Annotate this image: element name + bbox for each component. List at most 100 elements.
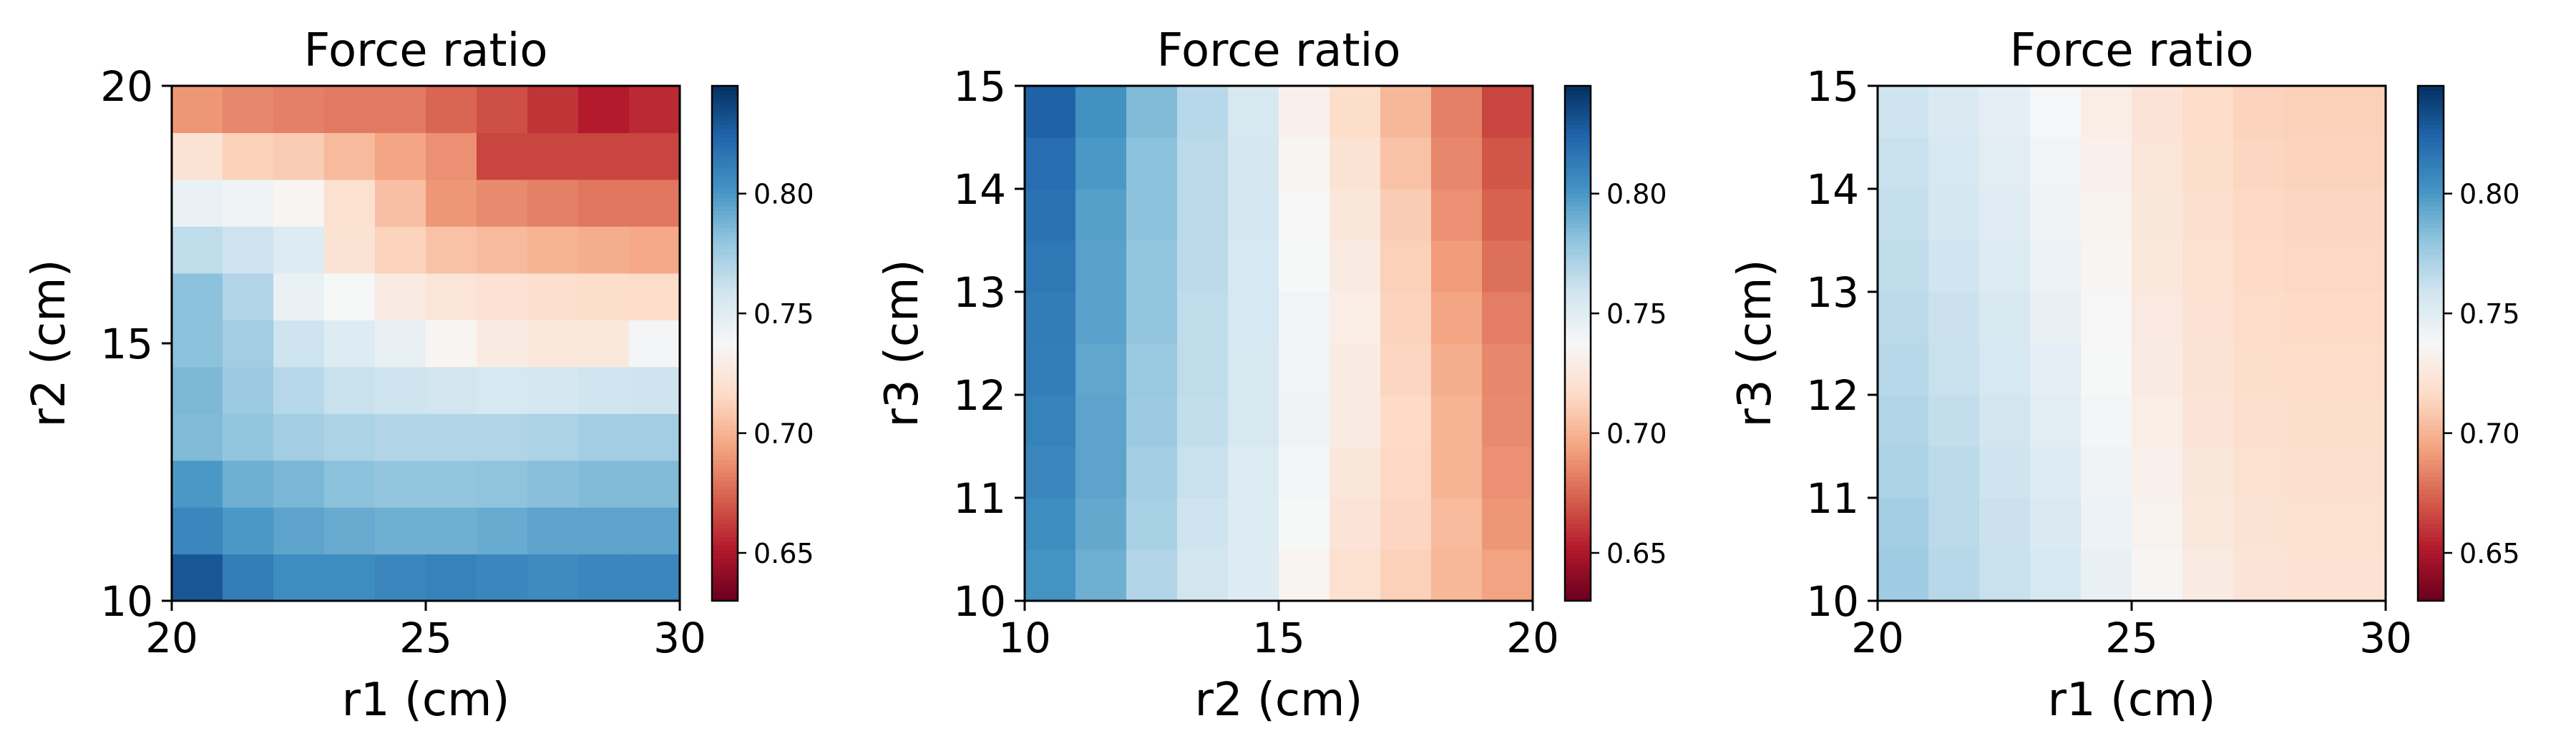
y-axis-label: r2 (cm) [23,260,76,428]
colorbar-segment [1565,438,1591,443]
y-tick-label: 20 [100,62,153,111]
heatmap-cell [2081,137,2132,190]
colorbar-segment [2418,167,2444,172]
colorbar-segment [2418,232,2444,237]
heatmap-cell [1126,395,1178,447]
heatmap-cell [172,226,223,274]
colorbar-segment [2418,489,2444,494]
colorbar-segment [1565,455,1591,460]
heatmap-cell [2182,86,2234,138]
colorbar-segment [2418,485,2444,490]
heatmap-cell [1482,189,1533,241]
colorbar-segment [712,227,738,232]
colorbar-segment [2418,571,2444,576]
colorbar-segment [712,511,738,516]
heatmap-cell [2030,86,2082,138]
colorbar-segment [712,189,738,194]
heatmap-cell [629,460,680,508]
colorbar-segment [1565,549,1591,554]
colorbar-segment [712,146,738,151]
colorbar-segment [1565,519,1591,524]
colorbar-segment [712,429,738,434]
heatmap-cell [477,86,528,134]
colorbar-segment [1565,180,1591,185]
colorbar-segment [1565,133,1591,138]
colorbar-segment [712,107,738,112]
heatmap-cell [1279,343,1330,396]
heatmap-cell [426,507,477,555]
colorbar-segment [712,133,738,138]
colorbar-segment [2418,382,2444,387]
colorbar-tick-label: 0.75 [2459,298,2520,330]
colorbar-segment [2418,511,2444,516]
heatmap-cell [273,320,325,368]
heatmap-cell [2335,292,2386,344]
heatmap-cell [2182,189,2234,241]
colorbar-segment [712,438,738,443]
heatmap-cell [223,554,274,602]
colorbar-segment [712,150,738,155]
heatmap-cell [172,132,223,180]
heatmap-cell [2132,498,2183,550]
y-tick-label: 15 [953,62,1006,111]
heatmap-cell [1979,292,2031,344]
colorbar-segment [2418,592,2444,597]
colorbar-segment [712,197,738,202]
colorbar-segment [2418,494,2444,499]
x-axis-label: r1 (cm) [2048,674,2216,727]
colorbar-segment [1565,425,1591,430]
colorbar-segment [2418,481,2444,486]
colorbar-segment [2418,515,2444,520]
colorbar-segment [1565,124,1591,129]
colorbar-segment [1565,129,1591,134]
colorbar-segment [2418,506,2444,511]
heatmap-cell [578,554,630,602]
colorbar-segment [1565,227,1591,232]
heatmap-cell [375,507,426,555]
colorbar-segment [2418,451,2444,456]
heatmap-cell [527,132,579,180]
colorbar-segment [712,494,738,499]
colorbar-segment [712,292,738,297]
heatmap-cell [578,460,630,508]
heatmap-cell [1330,498,1381,550]
heatmap-cell [1979,343,2031,396]
heatmap-cell [1126,446,1178,499]
colorbar-segment [2418,124,2444,129]
heatmap-cell [578,320,630,368]
heatmap-cell [527,366,579,414]
heatmap-cell [2081,395,2132,447]
heatmap-cell [629,507,680,555]
heatmap-cell [1279,189,1330,241]
heatmap-cell [1330,292,1381,344]
colorbar-segment [712,468,738,473]
chart-title: Force ratio [303,24,547,77]
colorbar-segment [712,296,738,301]
colorbar-segment [712,103,738,108]
heatmap-cell [2081,498,2132,550]
heatmap-cell [527,320,579,368]
heatmap-cell [2030,549,2082,602]
x-tick-label: 30 [2359,614,2412,662]
heatmap-cell [223,132,274,180]
colorbar-segment [1565,489,1591,494]
colorbar-segment [1565,365,1591,370]
colorbar-segment [1565,386,1591,391]
colorbar-segment [712,215,738,220]
heatmap-cell [1228,446,1279,499]
colorbar-segment [712,524,738,529]
x-axis-label: r1 (cm) [342,674,510,727]
heatmap-cell [1126,498,1178,550]
colorbar-segment [1565,253,1591,258]
heatmap-cell [375,273,426,320]
colorbar-segment [2418,146,2444,151]
heatmap-cell [2182,498,2234,550]
colorbar-segment [2418,154,2444,159]
colorbar-segment [712,421,738,426]
colorbar-segment [2418,584,2444,589]
colorbar-segment [712,545,738,550]
colorbar-segment [1565,266,1591,271]
colorbar-segment [2418,215,2444,220]
colorbar-tick-label: 0.70 [1606,418,1667,450]
heatmap-cell [2233,549,2285,602]
